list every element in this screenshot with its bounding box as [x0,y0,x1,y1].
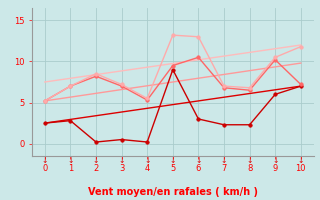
Text: ↓: ↓ [170,156,176,165]
Text: ↓: ↓ [221,156,227,165]
Text: ↓: ↓ [298,156,304,165]
Text: ↓: ↓ [67,156,74,165]
Text: ↓: ↓ [195,156,202,165]
Text: ↓: ↓ [42,156,48,165]
Text: ↓: ↓ [144,156,150,165]
Text: ↓: ↓ [246,156,253,165]
Text: ↓: ↓ [118,156,125,165]
X-axis label: Vent moyen/en rafales ( km/h ): Vent moyen/en rafales ( km/h ) [88,187,258,197]
Text: ↓: ↓ [93,156,99,165]
Text: ↓: ↓ [272,156,278,165]
